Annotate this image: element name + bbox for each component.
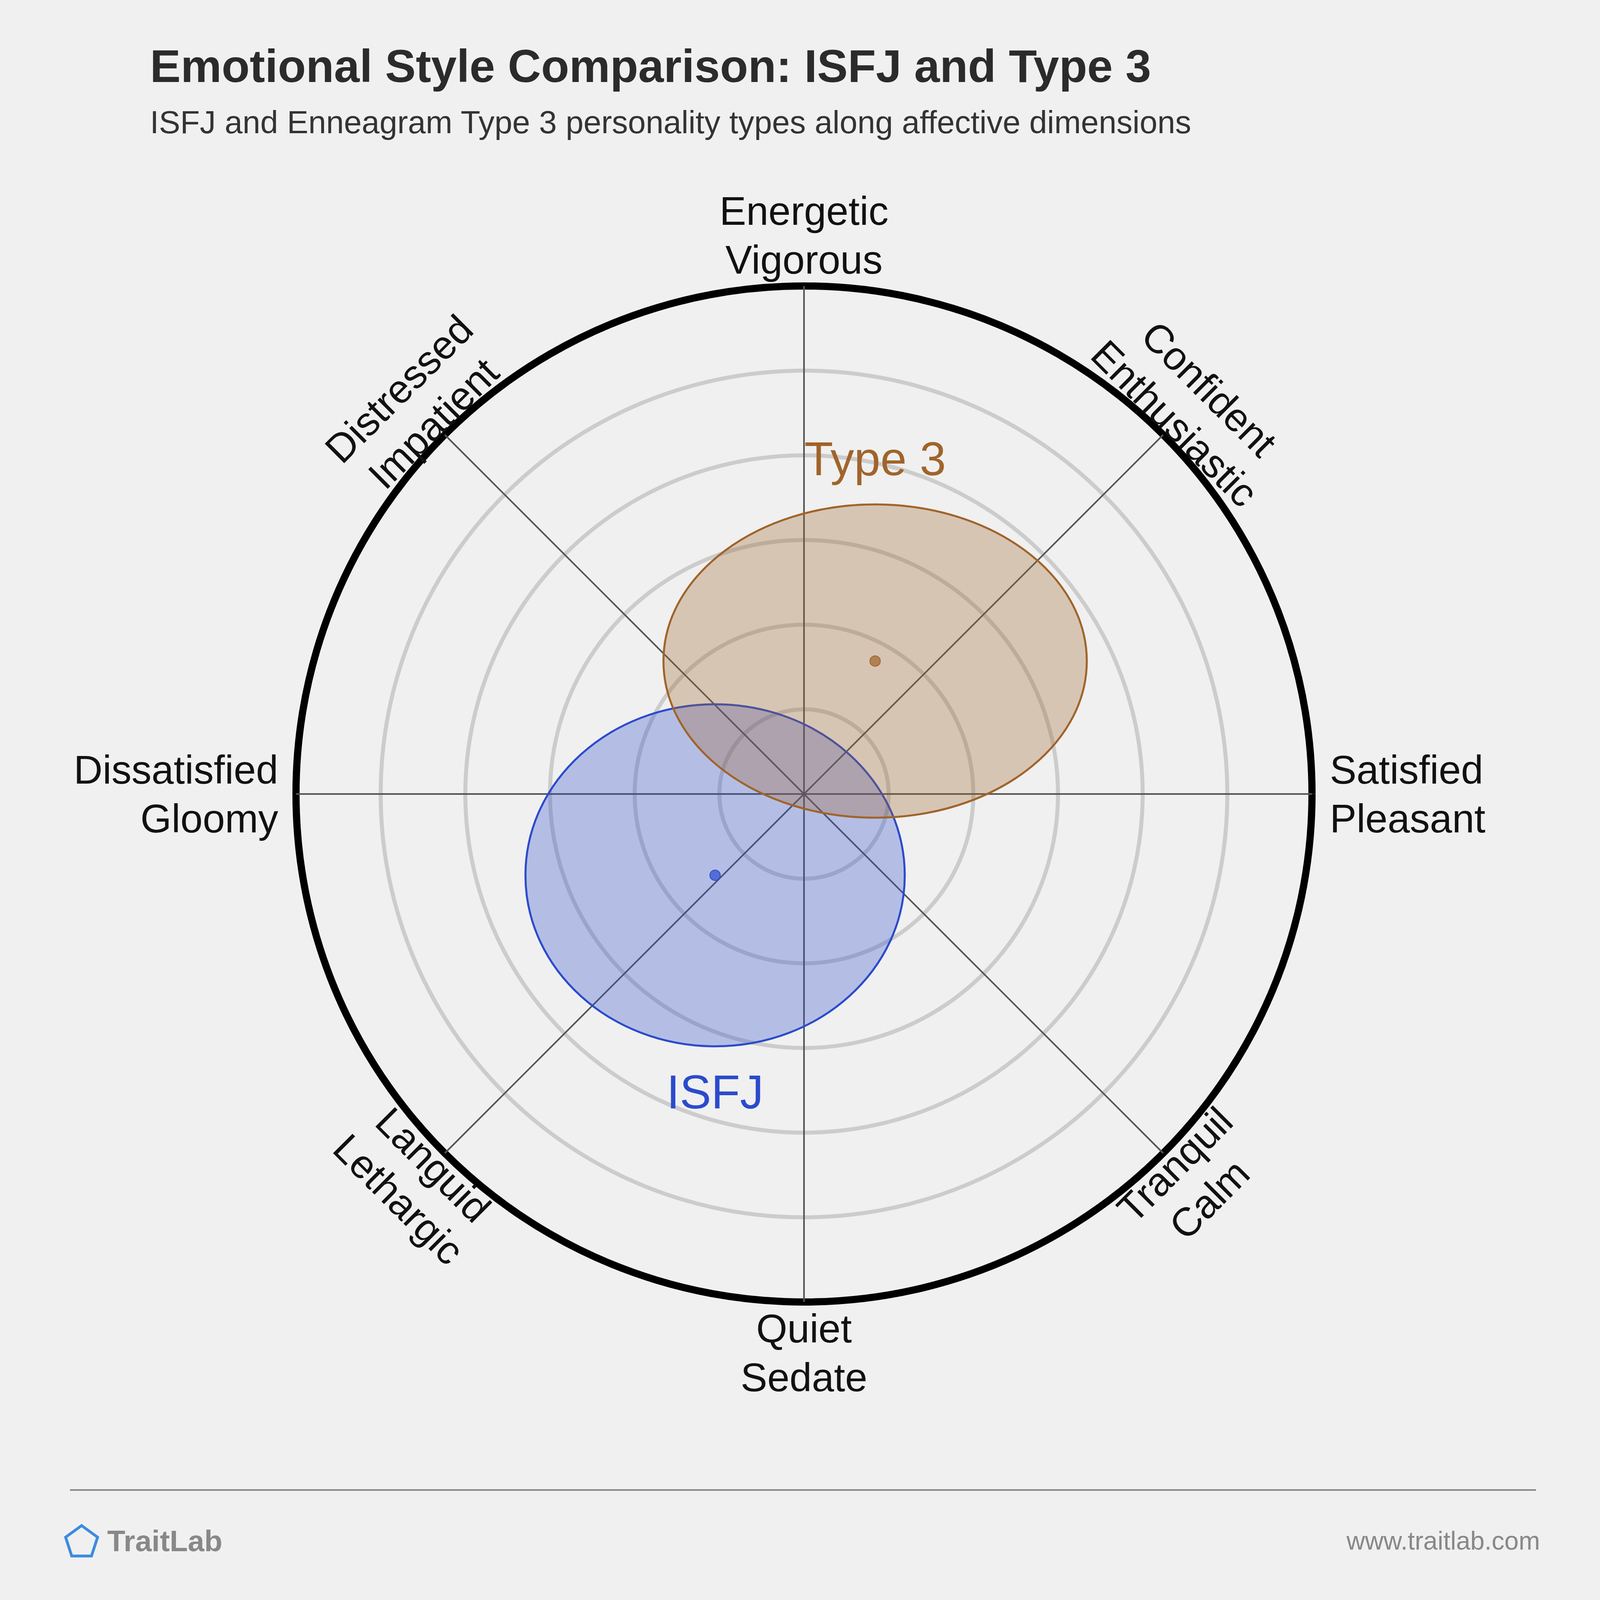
svg-text:Pleasant: Pleasant bbox=[1329, 796, 1486, 841]
svg-text:Sedate: Sedate bbox=[740, 1354, 868, 1400]
svg-text:TraitLab: TraitLab bbox=[107, 1524, 223, 1558]
svg-text:www.traitlab.com: www.traitlab.com bbox=[1346, 1526, 1540, 1556]
svg-text:ISFJ: ISFJ bbox=[666, 1065, 764, 1119]
svg-text:Gloomy: Gloomy bbox=[140, 796, 279, 841]
svg-text:Enthusiastic: Enthusiastic bbox=[1082, 331, 1267, 516]
svg-text:Emotional Style Comparison: IS: Emotional Style Comparison: ISFJ and Typ… bbox=[150, 40, 1152, 92]
svg-text:Energetic: Energetic bbox=[719, 188, 889, 234]
svg-text:ISFJ and Enneagram Type 3 pers: ISFJ and Enneagram Type 3 personality ty… bbox=[150, 104, 1192, 140]
svg-text:Satisfied: Satisfied bbox=[1329, 747, 1484, 792]
svg-text:Type 3: Type 3 bbox=[804, 432, 946, 486]
svg-text:Tranquil: Tranquil bbox=[1108, 1098, 1242, 1232]
svg-text:Languid: Languid bbox=[367, 1098, 500, 1231]
svg-text:Lethargic: Lethargic bbox=[324, 1125, 473, 1274]
svg-text:Vigorous: Vigorous bbox=[725, 237, 883, 282]
svg-text:Dissatisfied: Dissatisfied bbox=[73, 747, 278, 792]
svg-text:Distressed: Distressed bbox=[316, 306, 482, 472]
svg-text:Calm: Calm bbox=[1160, 1150, 1258, 1248]
svg-text:Confident: Confident bbox=[1132, 312, 1286, 466]
svg-text:Quiet: Quiet bbox=[756, 1306, 852, 1351]
svg-text:Impatient: Impatient bbox=[359, 349, 508, 498]
